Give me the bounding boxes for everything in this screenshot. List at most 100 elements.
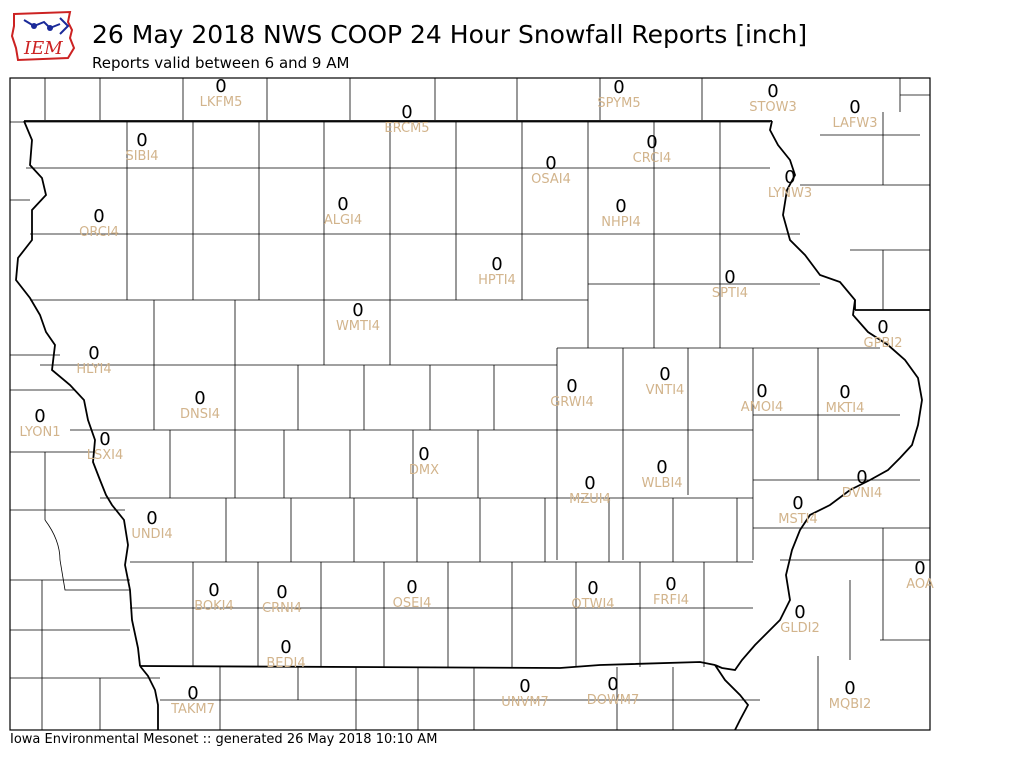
station-id-label: HPTI4 bbox=[478, 273, 516, 288]
station-id-label: LYON1 bbox=[20, 425, 61, 440]
station-id-label: OSAI4 bbox=[531, 172, 571, 187]
station-value: 0 bbox=[215, 76, 226, 97]
station-id-label: WLBI4 bbox=[641, 476, 682, 491]
station-id-label: VNTI4 bbox=[646, 383, 685, 398]
map-subtitle: Reports valid between 6 and 9 AM bbox=[92, 54, 350, 72]
station-id-label: WMTI4 bbox=[336, 319, 380, 334]
station-value: 0 bbox=[877, 317, 888, 338]
station-value: 0 bbox=[856, 467, 867, 488]
station-value: 0 bbox=[767, 81, 778, 102]
station-value: 0 bbox=[659, 364, 670, 385]
station-id-label: DNSI4 bbox=[180, 407, 220, 422]
station-id-label: LKFM5 bbox=[200, 95, 243, 110]
station-id-label: FRFI4 bbox=[653, 593, 689, 608]
station-id-label: UNDI4 bbox=[131, 527, 172, 542]
station-id-label: TAKM7 bbox=[170, 702, 215, 717]
station-value: 0 bbox=[545, 153, 556, 174]
station-id-label: LYNW3 bbox=[768, 186, 812, 201]
station-value: 0 bbox=[519, 676, 530, 697]
station-value: 0 bbox=[756, 381, 767, 402]
station-id-label: DVNI4 bbox=[842, 486, 883, 501]
map-title: 26 May 2018 NWS COOP 24 Hour Snowfall Re… bbox=[92, 20, 808, 49]
station-id-label: STOW3 bbox=[749, 100, 797, 115]
station-value: 0 bbox=[491, 254, 502, 275]
station-id-label: BEDI4 bbox=[266, 656, 305, 671]
station-id-label: SIBI4 bbox=[125, 149, 158, 164]
station-value: 0 bbox=[794, 602, 805, 623]
station-value: 0 bbox=[194, 388, 205, 409]
station-id-label: GPBI2 bbox=[864, 336, 903, 351]
state-boundaries bbox=[15, 120, 930, 731]
station-id-label: LAFW3 bbox=[832, 116, 877, 131]
station-value: 0 bbox=[613, 77, 624, 98]
station-value: 0 bbox=[839, 382, 850, 403]
station-value: 0 bbox=[136, 130, 147, 151]
station-value: 0 bbox=[418, 444, 429, 465]
station-id-label: AOA bbox=[906, 577, 934, 592]
map-frame bbox=[9, 77, 931, 731]
station-value: 0 bbox=[352, 300, 363, 321]
station-value: 0 bbox=[566, 376, 577, 397]
station-value: 0 bbox=[607, 674, 618, 695]
station-value: 0 bbox=[646, 132, 657, 153]
station-value: 0 bbox=[844, 678, 855, 699]
station-value: 0 bbox=[280, 637, 291, 658]
station-id-label: SPYM5 bbox=[597, 96, 640, 111]
station-id-label: GRWI4 bbox=[550, 395, 594, 410]
station-id-label: LSXI4 bbox=[87, 448, 124, 463]
station-id-label: OSEI4 bbox=[393, 596, 432, 611]
station-value: 0 bbox=[724, 267, 735, 288]
station-value: 0 bbox=[584, 473, 595, 494]
station-value: 0 bbox=[93, 206, 104, 227]
station-value: 0 bbox=[208, 580, 219, 601]
station-value: 0 bbox=[849, 97, 860, 118]
station-value: 0 bbox=[146, 508, 157, 529]
station-value: 0 bbox=[406, 577, 417, 598]
station-id-label: CRCI4 bbox=[633, 151, 672, 166]
station-value: 0 bbox=[88, 343, 99, 364]
station-value: 0 bbox=[34, 406, 45, 427]
station-id-label: DMX bbox=[409, 463, 439, 478]
station-id-label: HLYI4 bbox=[76, 362, 111, 377]
station-value: 0 bbox=[99, 429, 110, 450]
station-id-label: GLDI2 bbox=[780, 621, 819, 636]
station-id-label: ORCI4 bbox=[79, 225, 119, 240]
station-value: 0 bbox=[784, 167, 795, 188]
iem-logo: IEM bbox=[10, 10, 76, 62]
station-value: 0 bbox=[401, 102, 412, 123]
county-boundaries bbox=[10, 78, 930, 730]
